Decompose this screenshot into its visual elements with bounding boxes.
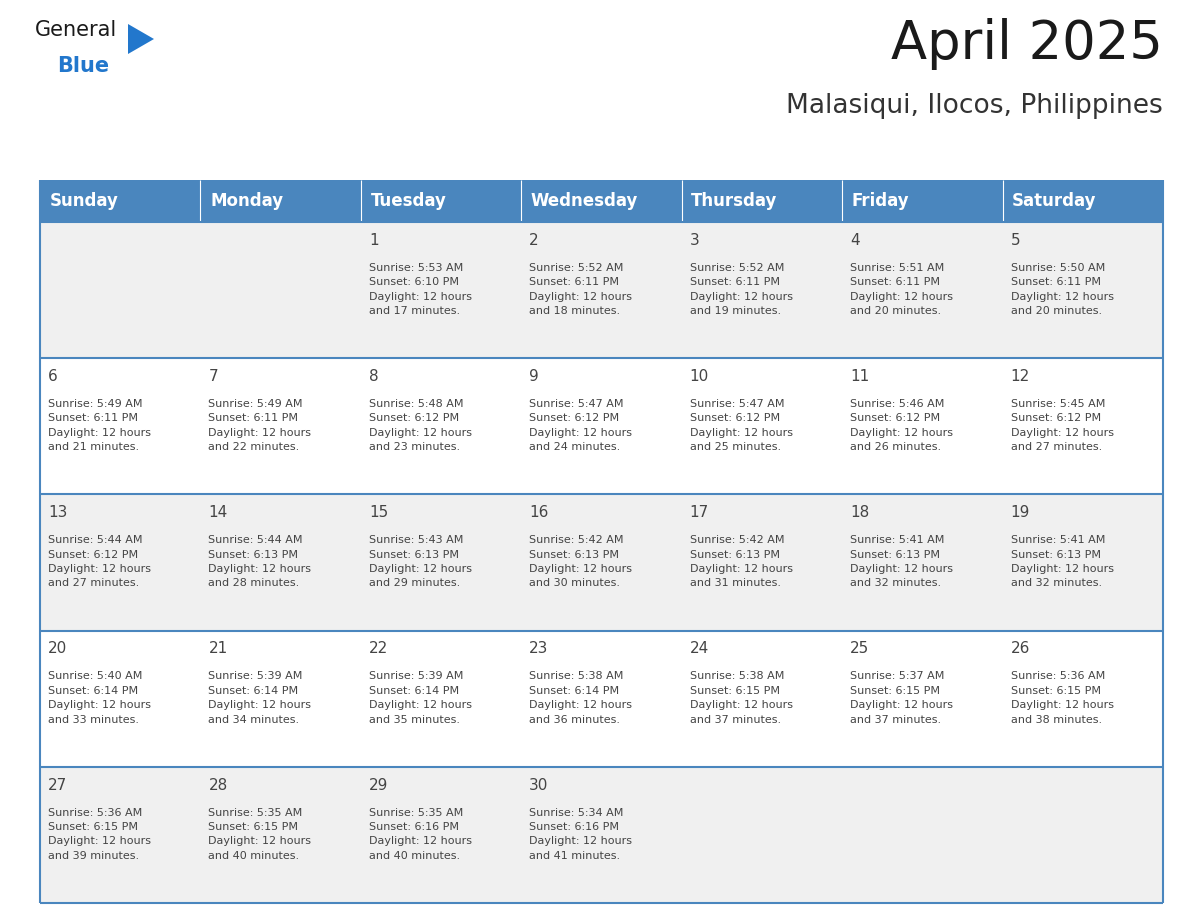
Text: 19: 19 — [1011, 505, 1030, 521]
Text: Sunrise: 5:44 AM
Sunset: 6:12 PM
Daylight: 12 hours
and 27 minutes.: Sunrise: 5:44 AM Sunset: 6:12 PM Dayligh… — [48, 535, 151, 588]
Text: 29: 29 — [369, 778, 388, 793]
Text: Sunrise: 5:39 AM
Sunset: 6:14 PM
Daylight: 12 hours
and 35 minutes.: Sunrise: 5:39 AM Sunset: 6:14 PM Dayligh… — [369, 671, 472, 724]
Text: Sunrise: 5:35 AM
Sunset: 6:15 PM
Daylight: 12 hours
and 40 minutes.: Sunrise: 5:35 AM Sunset: 6:15 PM Dayligh… — [208, 808, 311, 861]
Text: 20: 20 — [48, 642, 68, 656]
Text: Sunrise: 5:47 AM
Sunset: 6:12 PM
Daylight: 12 hours
and 24 minutes.: Sunrise: 5:47 AM Sunset: 6:12 PM Dayligh… — [530, 399, 632, 453]
Text: 6: 6 — [48, 369, 58, 384]
Text: Sunrise: 5:39 AM
Sunset: 6:14 PM
Daylight: 12 hours
and 34 minutes.: Sunrise: 5:39 AM Sunset: 6:14 PM Dayligh… — [208, 671, 311, 724]
Bar — [1003, 180, 1163, 222]
Text: 13: 13 — [48, 505, 68, 521]
Text: 25: 25 — [851, 642, 870, 656]
Bar — [522, 180, 682, 222]
Bar — [201, 180, 361, 222]
Text: Sunrise: 5:48 AM
Sunset: 6:12 PM
Daylight: 12 hours
and 23 minutes.: Sunrise: 5:48 AM Sunset: 6:12 PM Dayligh… — [369, 399, 472, 453]
Text: 1: 1 — [369, 233, 379, 248]
Text: 15: 15 — [369, 505, 388, 521]
Text: April 2025: April 2025 — [891, 18, 1163, 70]
Text: 18: 18 — [851, 505, 870, 521]
Text: 30: 30 — [530, 778, 549, 793]
Text: 26: 26 — [1011, 642, 1030, 656]
Text: 12: 12 — [1011, 369, 1030, 384]
Text: Sunrise: 5:36 AM
Sunset: 6:15 PM
Daylight: 12 hours
and 38 minutes.: Sunrise: 5:36 AM Sunset: 6:15 PM Dayligh… — [1011, 671, 1113, 724]
Bar — [40, 495, 1163, 631]
Text: 17: 17 — [690, 505, 709, 521]
Bar — [842, 180, 1003, 222]
Text: Sunrise: 5:38 AM
Sunset: 6:15 PM
Daylight: 12 hours
and 37 minutes.: Sunrise: 5:38 AM Sunset: 6:15 PM Dayligh… — [690, 671, 792, 724]
Text: Sunrise: 5:34 AM
Sunset: 6:16 PM
Daylight: 12 hours
and 41 minutes.: Sunrise: 5:34 AM Sunset: 6:16 PM Dayligh… — [530, 808, 632, 861]
Text: 22: 22 — [369, 642, 388, 656]
Text: Sunrise: 5:52 AM
Sunset: 6:11 PM
Daylight: 12 hours
and 19 minutes.: Sunrise: 5:52 AM Sunset: 6:11 PM Dayligh… — [690, 263, 792, 316]
Text: Sunrise: 5:41 AM
Sunset: 6:13 PM
Daylight: 12 hours
and 32 minutes.: Sunrise: 5:41 AM Sunset: 6:13 PM Dayligh… — [851, 535, 953, 588]
Text: Sunrise: 5:47 AM
Sunset: 6:12 PM
Daylight: 12 hours
and 25 minutes.: Sunrise: 5:47 AM Sunset: 6:12 PM Dayligh… — [690, 399, 792, 453]
Text: Sunrise: 5:38 AM
Sunset: 6:14 PM
Daylight: 12 hours
and 36 minutes.: Sunrise: 5:38 AM Sunset: 6:14 PM Dayligh… — [530, 671, 632, 724]
Text: Sunday: Sunday — [50, 192, 119, 210]
Text: Malasiqui, Ilocos, Philippines: Malasiqui, Ilocos, Philippines — [786, 93, 1163, 119]
Text: Sunrise: 5:50 AM
Sunset: 6:11 PM
Daylight: 12 hours
and 20 minutes.: Sunrise: 5:50 AM Sunset: 6:11 PM Dayligh… — [1011, 263, 1113, 316]
Text: Sunrise: 5:42 AM
Sunset: 6:13 PM
Daylight: 12 hours
and 31 minutes.: Sunrise: 5:42 AM Sunset: 6:13 PM Dayligh… — [690, 535, 792, 588]
Text: Sunrise: 5:51 AM
Sunset: 6:11 PM
Daylight: 12 hours
and 20 minutes.: Sunrise: 5:51 AM Sunset: 6:11 PM Dayligh… — [851, 263, 953, 316]
Text: Sunrise: 5:41 AM
Sunset: 6:13 PM
Daylight: 12 hours
and 32 minutes.: Sunrise: 5:41 AM Sunset: 6:13 PM Dayligh… — [1011, 535, 1113, 588]
Text: 14: 14 — [208, 505, 228, 521]
Text: 24: 24 — [690, 642, 709, 656]
Text: Sunrise: 5:42 AM
Sunset: 6:13 PM
Daylight: 12 hours
and 30 minutes.: Sunrise: 5:42 AM Sunset: 6:13 PM Dayligh… — [530, 535, 632, 588]
Text: Sunrise: 5:49 AM
Sunset: 6:11 PM
Daylight: 12 hours
and 22 minutes.: Sunrise: 5:49 AM Sunset: 6:11 PM Dayligh… — [208, 399, 311, 453]
Text: Friday: Friday — [852, 192, 909, 210]
Text: Sunrise: 5:49 AM
Sunset: 6:11 PM
Daylight: 12 hours
and 21 minutes.: Sunrise: 5:49 AM Sunset: 6:11 PM Dayligh… — [48, 399, 151, 453]
Text: 16: 16 — [530, 505, 549, 521]
Text: 28: 28 — [208, 778, 228, 793]
Bar — [40, 767, 1163, 903]
Text: Sunrise: 5:36 AM
Sunset: 6:15 PM
Daylight: 12 hours
and 39 minutes.: Sunrise: 5:36 AM Sunset: 6:15 PM Dayligh… — [48, 808, 151, 861]
Polygon shape — [128, 24, 154, 54]
Text: Sunrise: 5:44 AM
Sunset: 6:13 PM
Daylight: 12 hours
and 28 minutes.: Sunrise: 5:44 AM Sunset: 6:13 PM Dayligh… — [208, 535, 311, 588]
Text: 10: 10 — [690, 369, 709, 384]
Text: Tuesday: Tuesday — [371, 192, 447, 210]
Text: Sunrise: 5:37 AM
Sunset: 6:15 PM
Daylight: 12 hours
and 37 minutes.: Sunrise: 5:37 AM Sunset: 6:15 PM Dayligh… — [851, 671, 953, 724]
Text: 9: 9 — [530, 369, 539, 384]
Text: Sunrise: 5:35 AM
Sunset: 6:16 PM
Daylight: 12 hours
and 40 minutes.: Sunrise: 5:35 AM Sunset: 6:16 PM Dayligh… — [369, 808, 472, 861]
Text: General: General — [34, 20, 118, 40]
Text: 4: 4 — [851, 233, 860, 248]
Bar — [361, 180, 522, 222]
Bar — [40, 358, 1163, 495]
Text: Sunrise: 5:52 AM
Sunset: 6:11 PM
Daylight: 12 hours
and 18 minutes.: Sunrise: 5:52 AM Sunset: 6:11 PM Dayligh… — [530, 263, 632, 316]
Text: Sunrise: 5:46 AM
Sunset: 6:12 PM
Daylight: 12 hours
and 26 minutes.: Sunrise: 5:46 AM Sunset: 6:12 PM Dayligh… — [851, 399, 953, 453]
Text: 5: 5 — [1011, 233, 1020, 248]
Text: Sunrise: 5:40 AM
Sunset: 6:14 PM
Daylight: 12 hours
and 33 minutes.: Sunrise: 5:40 AM Sunset: 6:14 PM Dayligh… — [48, 671, 151, 724]
Text: Sunrise: 5:43 AM
Sunset: 6:13 PM
Daylight: 12 hours
and 29 minutes.: Sunrise: 5:43 AM Sunset: 6:13 PM Dayligh… — [369, 535, 472, 588]
Text: 7: 7 — [208, 369, 219, 384]
Text: 8: 8 — [369, 369, 379, 384]
Text: 11: 11 — [851, 369, 870, 384]
Text: Blue: Blue — [57, 56, 109, 76]
Text: 2: 2 — [530, 233, 539, 248]
Text: 3: 3 — [690, 233, 700, 248]
Text: 21: 21 — [208, 642, 228, 656]
Text: Thursday: Thursday — [691, 192, 778, 210]
Bar — [682, 180, 842, 222]
Bar — [40, 631, 1163, 767]
Text: Sunrise: 5:45 AM
Sunset: 6:12 PM
Daylight: 12 hours
and 27 minutes.: Sunrise: 5:45 AM Sunset: 6:12 PM Dayligh… — [1011, 399, 1113, 453]
Bar — [40, 180, 201, 222]
Bar — [40, 222, 1163, 358]
Text: Sunrise: 5:53 AM
Sunset: 6:10 PM
Daylight: 12 hours
and 17 minutes.: Sunrise: 5:53 AM Sunset: 6:10 PM Dayligh… — [369, 263, 472, 316]
Text: 27: 27 — [48, 778, 68, 793]
Text: 23: 23 — [530, 642, 549, 656]
Text: Wednesday: Wednesday — [531, 192, 638, 210]
Text: Saturday: Saturday — [1012, 192, 1097, 210]
Text: Monday: Monday — [210, 192, 283, 210]
